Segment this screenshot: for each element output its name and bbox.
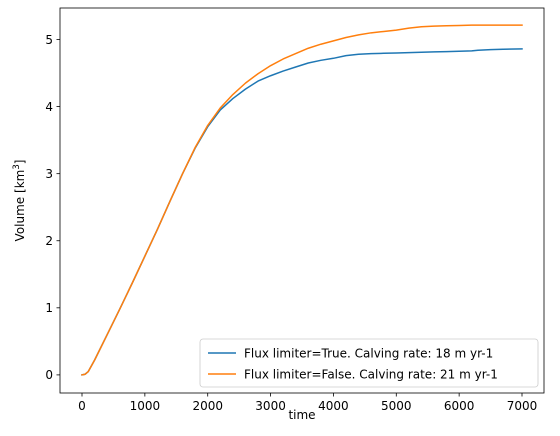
y-axis-label: Volume [km3] (12, 160, 27, 242)
y-tick-label: 5 (45, 33, 53, 47)
series-line-2 (81, 24, 523, 376)
y-axis-ticks: 0 1 2 3 4 5 (45, 33, 60, 382)
x-tick-label: 2000 (192, 399, 223, 413)
x-axis-label: time (288, 408, 315, 422)
legend-box (199, 338, 539, 388)
legend-label-2: Flux limiter=False. Calving rate: 21 m y… (244, 367, 498, 381)
plot-frame (59, 7, 545, 394)
y-tick-label: 1 (45, 301, 53, 315)
series-line-1 (81, 48, 523, 376)
x-tick-label: 4000 (318, 399, 349, 413)
x-tick-label: 7000 (507, 399, 538, 413)
legend: Flux limiter=True. Calving rate: 18 m yr… (199, 338, 539, 388)
x-tick-label: 1000 (130, 399, 161, 413)
x-tick-label: 3000 (255, 399, 286, 413)
x-tick-label: 5000 (381, 399, 412, 413)
x-tick-label: 6000 (444, 399, 475, 413)
y-tick-label: 2 (45, 234, 53, 248)
y-tick-label: 3 (45, 167, 53, 181)
x-axis-ticks: 0 1000 2000 3000 4000 5000 6000 7000 (78, 393, 537, 413)
series-layer (81, 24, 523, 376)
y-tick-label: 0 (45, 368, 53, 382)
x-tick-label: 0 (78, 399, 86, 413)
legend-label-1: Flux limiter=True. Calving rate: 18 m yr… (244, 346, 493, 360)
y-tick-label: 4 (45, 100, 53, 114)
